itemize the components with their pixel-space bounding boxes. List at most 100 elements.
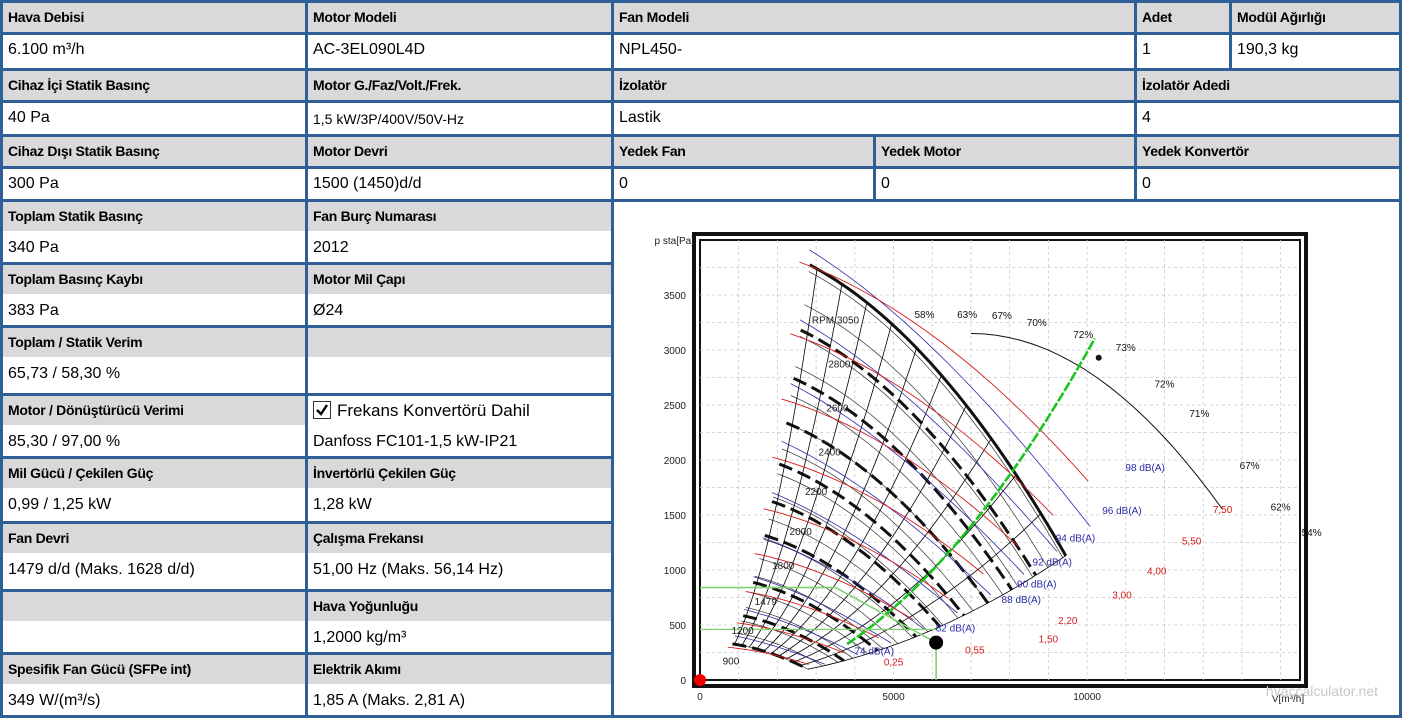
hava-yog-label: Hava Yoğunluğu	[308, 592, 611, 621]
fan-curve-minor	[745, 607, 854, 659]
efficiency-line	[793, 474, 1017, 663]
power-label: 0,55	[965, 646, 985, 657]
grid-line	[3, 32, 1399, 35]
grid-line	[3, 100, 1399, 103]
fan-curve-major	[785, 421, 990, 604]
y-tick-label: 2000	[664, 456, 687, 467]
frekans-konvertor-label: Frekans Konvertörü Dahil	[337, 401, 530, 420]
power-line	[754, 553, 914, 621]
akim-value: 1,85 A (Maks. 2,81 A)	[308, 686, 611, 715]
power-line	[736, 622, 844, 654]
yedek-motor-label: Yedek Motor	[876, 137, 1134, 166]
invertorlu-label: İnvertörlü Çekilen Güç	[308, 459, 611, 488]
fan-curve-major	[800, 328, 1038, 577]
fan-curve-major	[732, 642, 809, 671]
y-tick-label: 3000	[664, 346, 687, 357]
efficiency-line	[807, 555, 1067, 670]
grid-line	[3, 134, 1399, 137]
cihaz-disi-value: 300 Pa	[3, 169, 305, 199]
chart-svg: 0 5000 10000 500 1000 1500 2000 2500 3000 3500 0 p …	[655, 232, 1378, 705]
power-label: 2,20	[1058, 616, 1078, 627]
sound-label: 96 dB(A)	[1102, 506, 1141, 517]
sound-line	[799, 319, 1058, 552]
x-tick-label: 0	[697, 692, 703, 703]
efficiency-line	[778, 405, 967, 657]
rpm-label: 2000	[790, 527, 813, 538]
rpm-label: 2800	[828, 360, 851, 371]
fan-performance-chart: 0 5000 10000 500 1000 1500 2000 2500 3000 3500 0 p …	[618, 204, 1398, 712]
sound-line	[744, 609, 859, 656]
efficiency-line	[734, 268, 818, 645]
y-axis-label: p sta[Pa]	[655, 236, 695, 247]
grid-line	[611, 3, 614, 715]
origin-marker	[694, 674, 706, 686]
rpm-label: 1200	[731, 626, 754, 637]
power-line	[745, 591, 879, 639]
yedek-fan-label: Yedek Fan	[614, 137, 873, 166]
rpm-label: 2200	[805, 487, 828, 498]
grid-line	[873, 134, 876, 199]
fan-curve-minor	[804, 304, 1049, 568]
sound-label: 82 dB(A)	[936, 624, 975, 635]
sound-line	[771, 492, 958, 614]
mil-gucu-label: Mil Gücü / Çekilen Güç	[3, 459, 305, 488]
yedek-fan-value: 0	[614, 169, 873, 199]
y-tick-label: 1500	[664, 511, 687, 522]
fan-burc-value: 2012	[308, 233, 611, 262]
grid-line	[1134, 3, 1137, 199]
power-line	[763, 508, 949, 599]
efficiency-label: 67%	[1240, 461, 1260, 472]
fan-curve-minor	[790, 395, 1004, 595]
fan-curve-minor	[750, 592, 869, 655]
sfp-label: Spesifik Fan Gücü (SFPe int)	[3, 655, 305, 684]
plot-frame-outer	[692, 232, 1308, 688]
fan-modeli-value: NPL450-	[614, 35, 1134, 68]
fan-curve-major	[742, 614, 845, 663]
fan-curve-major	[778, 462, 966, 617]
power-line	[727, 646, 809, 665]
toplam-kayip-value: 383 Pa	[3, 296, 305, 325]
sound-line	[734, 635, 826, 665]
efficiency-line	[785, 438, 992, 660]
y-tick-label: 0	[680, 676, 686, 687]
system-curve	[846, 337, 1096, 646]
operating-point	[929, 635, 944, 650]
toplam-kayip-label: Toplam Basınç Kaybı	[3, 265, 305, 294]
power-line	[790, 333, 1054, 516]
motor-verim-value: 85,30 / 97,00 %	[3, 427, 305, 456]
motor-verim-label: Motor / Dönüştürücü Verimi	[3, 396, 305, 425]
motor-gfvf-value: 1,5 kW/3P/400V/50V-Hz	[308, 103, 611, 134]
fan-curve-minor	[768, 518, 929, 633]
toplam-statik-value: 340 Pa	[3, 233, 305, 262]
fan-curve-major	[792, 376, 1014, 591]
izolator-adedi-value: 4	[1137, 103, 1399, 134]
fan-modeli-label: Fan Modeli	[614, 3, 1134, 32]
hava-yog-value: 1,2000 kg/m³	[308, 623, 611, 652]
efficiency-label: 73%	[1116, 343, 1136, 354]
sound-label: 94 dB(A)	[1056, 533, 1095, 544]
fan-curve-minor	[781, 448, 974, 612]
efficiency-label: 62%	[1271, 503, 1291, 514]
sound-label: 88 dB(A)	[1002, 595, 1041, 606]
rpm-label: 2400	[819, 448, 842, 459]
efficiency-label: 72%	[1073, 330, 1093, 341]
fan-devri-value: 1479 d/d (Maks. 1628 d/d)	[3, 555, 305, 589]
izolator-value: Lastik	[614, 103, 1134, 134]
efficiency-line	[756, 323, 893, 650]
rpm-label: 1800	[772, 561, 795, 572]
modul-agirligi-label: Modül Ağırlığı	[1232, 3, 1399, 32]
frekans-konvertor-checkbox[interactable]: Frekans Konvertörü Dahil	[308, 396, 611, 425]
motor-devri-label: Motor Devri	[308, 137, 611, 166]
checkbox-icon[interactable]	[313, 401, 331, 419]
motor-modeli-value: AC-3EL090L4D	[308, 35, 611, 68]
hava-debisi-value: 6.100 m³/h	[3, 35, 305, 68]
grid-line	[3, 166, 1399, 169]
izolator-adedi-label: İzolatör Adedi	[1137, 71, 1399, 100]
yedek-konvertor-label: Yedek Konvertör	[1137, 137, 1399, 166]
fan-curve-minor	[799, 335, 1034, 578]
power-label: 0,25	[884, 658, 904, 669]
x-axis-label: V[m³/h]	[1272, 694, 1304, 705]
sound-label: 98 dB(A)	[1125, 463, 1164, 474]
efficiency-line	[741, 284, 843, 646]
fan-curve-major	[764, 533, 917, 638]
